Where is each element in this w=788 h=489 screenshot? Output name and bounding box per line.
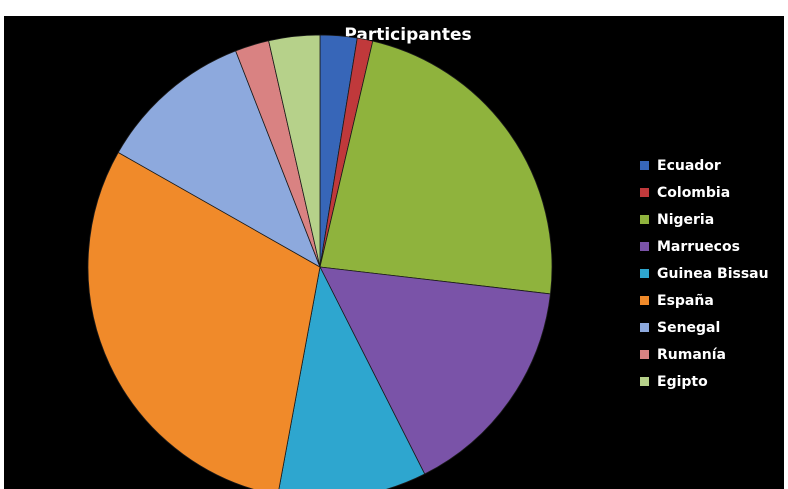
legend-swatch xyxy=(640,161,649,170)
pie-slice-senegal xyxy=(117,50,321,268)
chart-area: Participantes Ecuador Colombia Nigeria Marr… xyxy=(4,16,784,489)
pie-slice-nigeria xyxy=(319,40,553,295)
pie-slice-marruecos xyxy=(319,266,551,475)
pie-chart xyxy=(87,34,553,489)
legend-swatch xyxy=(640,269,649,278)
legend-label: Egipto xyxy=(657,373,708,390)
legend-item: Nigeria xyxy=(640,206,769,233)
legend-label: Nigeria xyxy=(657,211,715,228)
legend-swatch xyxy=(640,242,649,251)
legend-item: Senegal xyxy=(640,314,769,341)
legend-item: Egipto xyxy=(640,368,769,395)
legend-label: Colombia xyxy=(657,184,731,201)
pie-slice-egipto xyxy=(268,34,321,268)
legend-item: Colombia xyxy=(640,179,769,206)
pie-slice-guinea-bissau xyxy=(278,265,426,489)
legend-item: España xyxy=(640,287,769,314)
legend-label: Ecuador xyxy=(657,157,721,174)
legend-label: Marruecos xyxy=(657,238,740,255)
legend-item: Marruecos xyxy=(640,233,769,260)
legend-swatch xyxy=(640,215,649,224)
pie-slice-espa-a xyxy=(87,151,321,489)
legend-item: Guinea Bissau xyxy=(640,260,769,287)
legend-label: Rumanía xyxy=(657,346,726,363)
legend-swatch xyxy=(640,296,649,305)
legend-label: España xyxy=(657,292,714,309)
legend: Ecuador Colombia Nigeria Marruecos Guinea Bi… xyxy=(640,152,769,395)
chart-title: Participantes xyxy=(344,25,472,45)
legend-item: Ecuador xyxy=(640,152,769,179)
legend-swatch xyxy=(640,323,649,332)
legend-label: Senegal xyxy=(657,319,721,336)
legend-swatch xyxy=(640,188,649,197)
legend-swatch xyxy=(640,350,649,359)
legend-swatch xyxy=(640,377,649,386)
legend-label: Guinea Bissau xyxy=(657,265,769,282)
legend-item: Rumanía xyxy=(640,341,769,368)
